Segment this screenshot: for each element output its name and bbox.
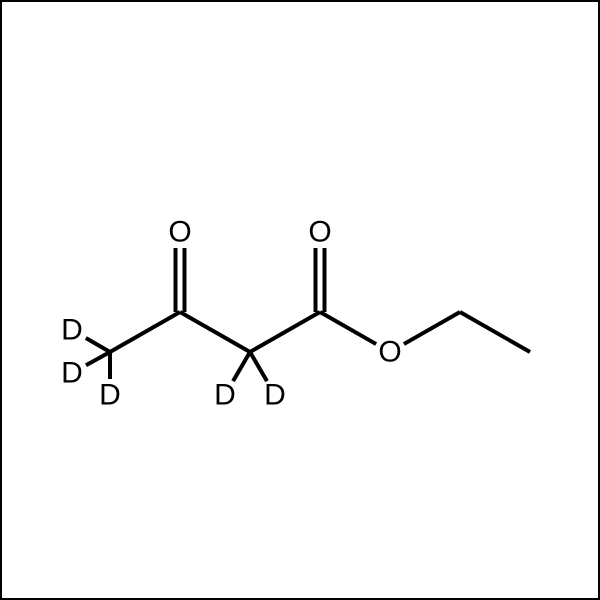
atom-label-o: O: [168, 216, 191, 249]
atom-label-d: D: [61, 314, 83, 347]
chemical-structure-canvas: OOODDDDD: [0, 0, 600, 600]
atom-label-d: D: [61, 357, 83, 390]
atom-label-d: D: [214, 379, 236, 412]
atom-label-o: O: [308, 216, 331, 249]
atom-label-d: D: [264, 379, 286, 412]
atom-label-d: D: [99, 379, 121, 412]
canvas-border: [1, 1, 599, 599]
atom-label-o: O: [378, 336, 401, 369]
